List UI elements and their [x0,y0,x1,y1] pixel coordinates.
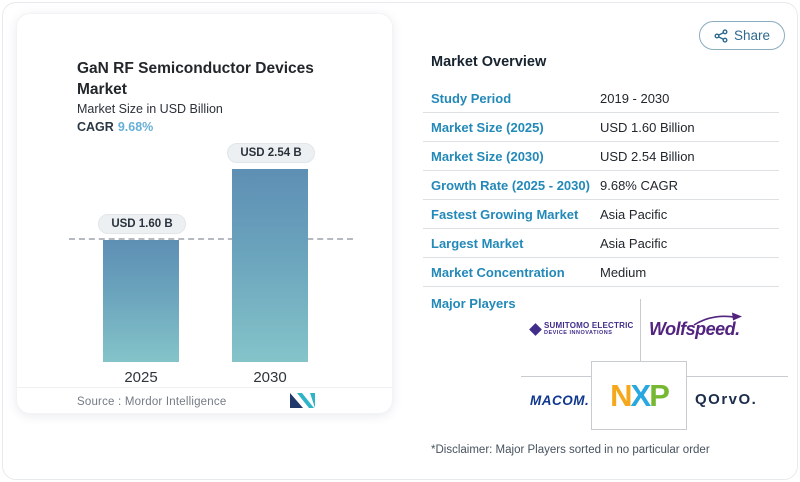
row-value: USD 1.60 Billion [600,119,695,135]
overview-table: Study Period 2019 - 2030 Market Size (20… [423,84,779,287]
nxp-letter-x: X [630,378,652,413]
players-grid-hline-right [687,376,788,377]
players-grid-hline-left [521,376,591,377]
bar-value-label-2025: USD 1.60 B [98,214,186,234]
chart-title-line1: GaN RF Semiconductor Devices [77,60,314,77]
chart-subtitle: Market Size in USD Billion [77,102,223,116]
axis-label-2030: 2030 [253,369,287,386]
row-label: Market Size (2030) [431,148,544,164]
share-button[interactable]: Share [699,21,785,50]
reference-dashed-line [69,238,353,240]
bar-2030 [232,169,308,362]
row-label: Study Period [431,90,512,106]
source-text: Source : Mordor Intelligence [77,396,227,408]
bar-2025 [103,240,179,362]
nxp-logo-box: NXP [591,361,687,430]
sumitomo-logo-line2: DEVICE INNOVATIONS [544,330,613,336]
table-row: Market Size (2025) USD 1.60 Billion [423,113,779,142]
table-row: Largest Market Asia Pacific [423,229,779,258]
row-label: Market Size (2025) [431,119,544,135]
nxp-logo: NXP [610,378,670,413]
sumitomo-logo-line1: SUMITOMO ELECTRIC [544,321,634,330]
row-value: Asia Pacific [600,235,668,251]
macom-logo: MACOM. [530,393,590,408]
overview-heading: Market Overview [431,54,547,70]
players-grid-vline [640,299,641,361]
row-label: Fastest Growing Market [431,206,579,222]
chart-title: GaN RF Semiconductor Devices Market [77,58,347,100]
row-value: 9.68% CAGR [600,177,679,193]
wolfspeed-logo-text: Wolfspeed. [649,319,740,339]
sumitomo-diamond-icon [529,322,542,336]
qorvo-logo: QOrvO. [695,391,758,408]
row-value: 2019 - 2030 [600,90,670,106]
share-button-label: Share [733,28,771,43]
players-disclaimer: *Disclaimer: Major Players sorted in no … [431,444,710,456]
cagr-value: 9.68% [117,120,154,134]
row-value: USD 2.54 Billion [600,148,695,164]
row-label: Largest Market [431,235,524,251]
chart-card: GaN RF Semiconductor Devices Market Mark… [16,13,393,414]
table-row: Market Size (2030) USD 2.54 Billion [423,142,779,171]
wolfspeed-logo: Wolfspeed. [649,312,742,340]
cagr-row: CAGR 9.68% [77,120,153,134]
table-row: Fastest Growing Market Asia Pacific [423,200,779,229]
row-label: Growth Rate (2025 - 2030) [431,177,590,193]
nxp-letter-p: P [649,378,670,413]
chart-title-line2: Market [77,81,127,98]
sumitomo-electric-logo: SUMITOMO ELECTRIC DEVICE INNOVATIONS [529,321,634,337]
row-value: Asia Pacific [600,206,668,222]
table-row: Market Concentration Medium [423,258,779,287]
wolfspeed-arrow-icon [692,310,744,331]
table-row: Growth Rate (2025 - 2030) 9.68% CAGR [423,171,779,200]
major-players-label: Major Players [431,296,516,311]
table-row: Study Period 2019 - 2030 [423,84,779,113]
row-label: Market Concentration [431,264,565,280]
nxp-letter-n: N [610,378,632,413]
axis-label-2025: 2025 [124,369,158,386]
share-icon [714,28,728,43]
row-value: Medium [600,264,647,280]
cagr-label: CAGR [77,120,114,134]
bar-value-label-2030: USD 2.54 B [227,143,315,163]
source-divider [17,387,392,388]
mordor-intelligence-logo [289,391,316,414]
bar-chart: USD 1.60 B 2025 USD 2.54 B 2030 [57,143,362,386]
